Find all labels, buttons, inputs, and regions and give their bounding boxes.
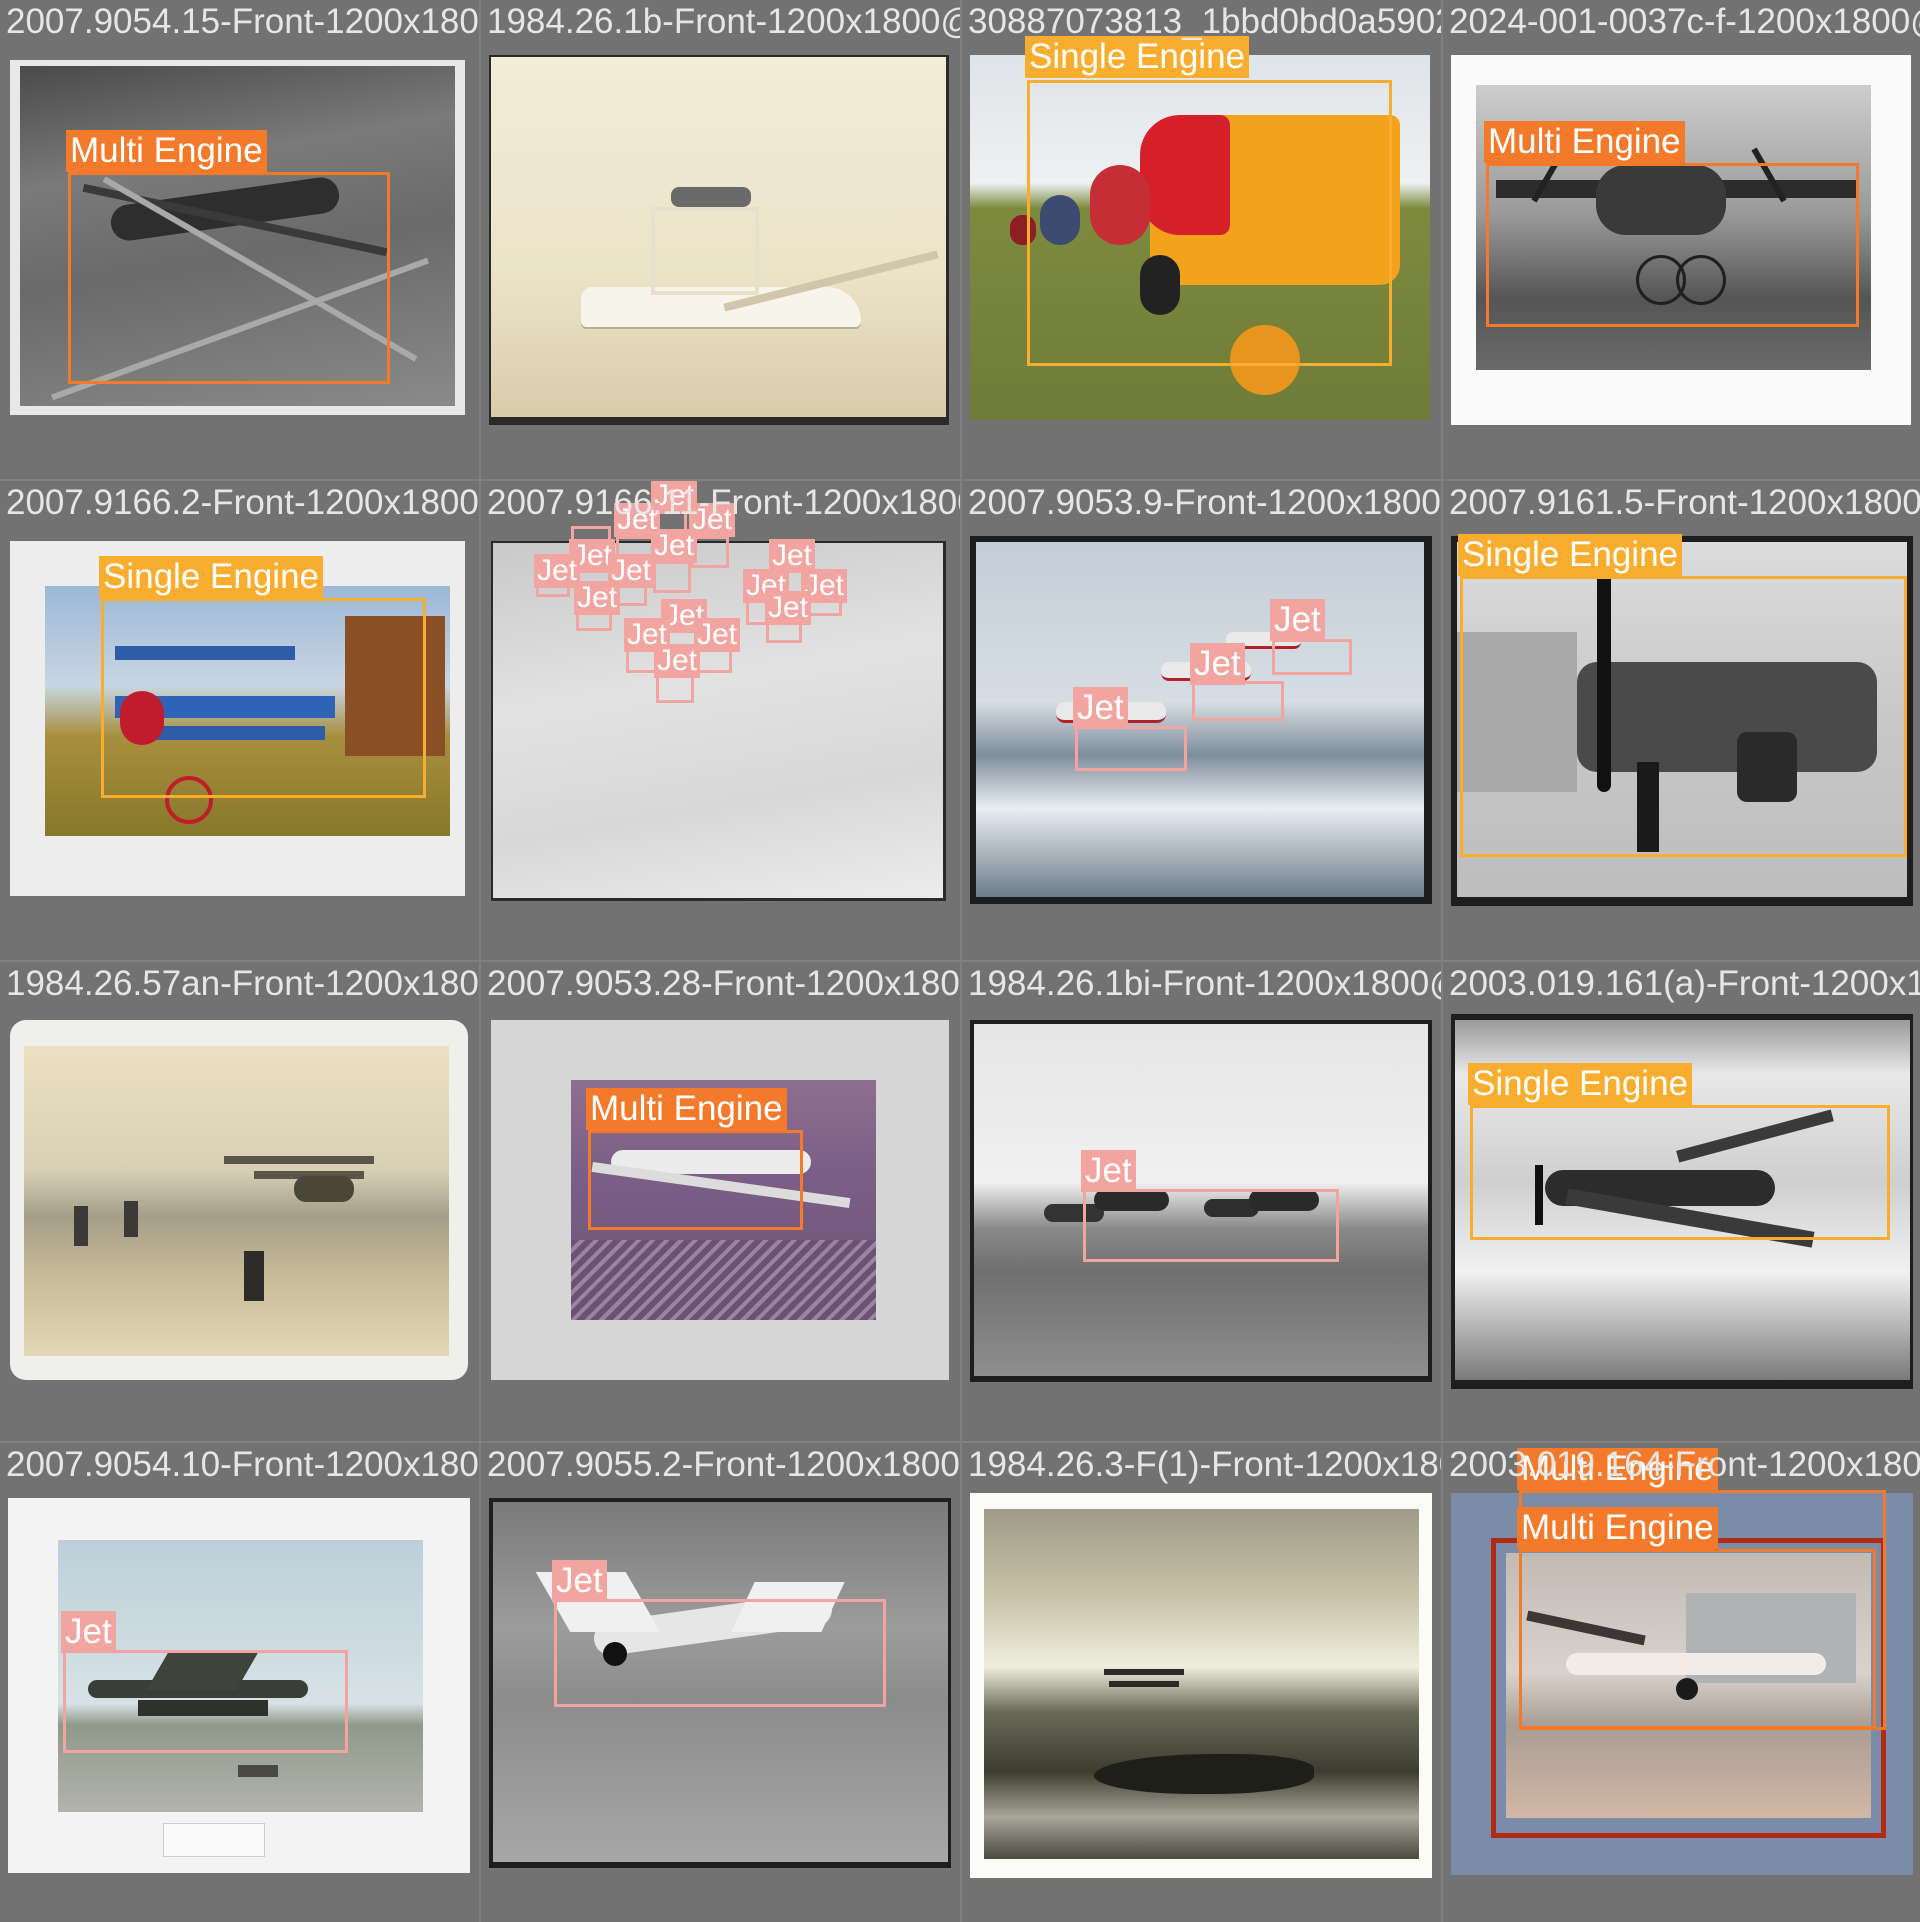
tile-filename: 1984.26.1b-Front-1200x1800@300dpi.png bbox=[487, 2, 960, 41]
tile[interactable]: 1984.26.1b-Front-1200x1800@300dpi.png bbox=[481, 0, 960, 479]
tile-filename: 30887073813_1bbd0bd0a5902.jpg bbox=[968, 2, 1441, 41]
photo bbox=[970, 1493, 1432, 1878]
tile[interactable]: 30887073813_1bbd0bd0a5902.jpg Single Eng… bbox=[962, 0, 1441, 479]
detection-box bbox=[1027, 80, 1392, 366]
photo bbox=[970, 55, 1430, 420]
tile-filename: 1984.26.57an-Front-1200x1800@300dpi.png bbox=[6, 964, 479, 1003]
detection-box bbox=[1470, 1105, 1890, 1240]
detection-label: Jet bbox=[552, 1560, 607, 1602]
detection-label: Single Engine bbox=[1468, 1063, 1692, 1105]
detection-label: Jet bbox=[694, 618, 741, 652]
photo bbox=[1451, 536, 1913, 906]
detection-label: Multi Engine bbox=[1517, 1507, 1718, 1549]
tile-filename: 2007.9054.10-Front-1200x1800@300dpi.png bbox=[6, 1445, 479, 1484]
detection-label: Jet bbox=[1270, 599, 1325, 641]
detection-box bbox=[1192, 681, 1284, 721]
photo bbox=[489, 1498, 951, 1868]
photo bbox=[1451, 55, 1911, 425]
detection-label: Multi Engine bbox=[1517, 1448, 1718, 1490]
detection-label: Jet bbox=[614, 503, 661, 537]
detection-box bbox=[653, 561, 691, 593]
detection-label: Jet bbox=[651, 529, 698, 563]
tile-filename: 2007.9054.15-Front-1200x1800@300dpi.png bbox=[6, 2, 479, 41]
photo bbox=[970, 1020, 1432, 1382]
photo bbox=[491, 541, 946, 901]
detection-label: Jet bbox=[1073, 687, 1128, 729]
detection-box bbox=[588, 1130, 803, 1230]
detection-label: Multi Engine bbox=[66, 130, 267, 172]
detection-label: Jet bbox=[769, 539, 816, 573]
tile-filename: 2007.9166.11-Front-1200x1800@300dpi.png bbox=[487, 483, 960, 522]
tile[interactable]: 2007.9166.11-Front-1200x1800@300dpi.png … bbox=[481, 481, 960, 960]
tile-filename: 2003.019.161(a)-Front-1200x1800@300dpi.p… bbox=[1449, 964, 1920, 1003]
tile[interactable]: 2007.9161.5-Front-1200x1800@300dpi.png S… bbox=[1443, 481, 1920, 960]
detection-label: Jet bbox=[1081, 1150, 1136, 1192]
detection-label: Jet bbox=[534, 554, 581, 588]
tile[interactable]: 2007.9054.15-Front-1200x1800@300dpi.png … bbox=[0, 0, 479, 479]
detection-box bbox=[1272, 639, 1352, 675]
photo bbox=[8, 1498, 470, 1873]
tile[interactable]: 2003.019.164-Front-1200x1800@300dpi.png … bbox=[1443, 1443, 1920, 1922]
tile[interactable]: 2024-001-0037c-f-1200x1800@300dpi.png Mu… bbox=[1443, 0, 1920, 479]
photo bbox=[1451, 1493, 1913, 1875]
tile-filename: 2007.9161.5-Front-1200x1800@300dpi.png bbox=[1449, 483, 1920, 522]
tile[interactable]: 2007.9055.2-Front-1200x1800@300dpi.png J… bbox=[481, 1443, 960, 1922]
detection-box bbox=[1486, 163, 1859, 327]
photo bbox=[10, 1020, 468, 1380]
tile-filename: 2003.019.164-Front-1200x1800@300dpi.png bbox=[1449, 1445, 1920, 1484]
detection-box bbox=[101, 598, 426, 798]
detection-label: Jet bbox=[61, 1611, 116, 1653]
detection-box bbox=[554, 1599, 886, 1707]
detection-box bbox=[1083, 1189, 1339, 1262]
detection-label: Single Engine bbox=[1025, 36, 1249, 78]
photo bbox=[970, 536, 1432, 904]
tile[interactable]: 2003.019.161(a)-Front-1200x1800@300dpi.p… bbox=[1443, 962, 1920, 1441]
tile[interactable]: 2007.9053.9-Front-1200x1800@300dpi.png J… bbox=[962, 481, 1441, 960]
detection-label: Jet bbox=[765, 591, 812, 625]
detection-label: Multi Engine bbox=[1484, 121, 1685, 163]
detection-label: Jet bbox=[1190, 643, 1245, 685]
detection-box bbox=[1519, 1549, 1876, 1729]
detection-label: Single Engine bbox=[1458, 534, 1682, 576]
detection-label: Single Engine bbox=[99, 556, 323, 598]
tile-filename: 1984.26.1bi-Front-1200x1800@300dpi.png bbox=[968, 964, 1441, 1003]
detection-label: Multi Engine bbox=[586, 1088, 787, 1130]
detection-box bbox=[1460, 576, 1907, 857]
tile[interactable]: 1984.26.3-F(1)-Front-1200x1800@300dpi.pn… bbox=[962, 1443, 1441, 1922]
tile[interactable]: 2007.9166.2-Front-1200x1800@300dpi.png S… bbox=[0, 481, 479, 960]
detection-label: Jet bbox=[574, 581, 621, 615]
tile-filename: 2007.9053.28-Front-1200x1800@300dpi.png bbox=[487, 964, 960, 1003]
tile-filename: 2007.9055.2-Front-1200x1800@300dpi.png bbox=[487, 1445, 960, 1484]
tile[interactable]: 1984.26.57an-Front-1200x1800@300dpi.png bbox=[0, 962, 479, 1441]
detection-label: Jet bbox=[801, 569, 848, 603]
detection-label: Jet bbox=[654, 644, 701, 678]
tile[interactable]: 2007.9053.28-Front-1200x1800@300dpi.png … bbox=[481, 962, 960, 1441]
tile-filename: 2007.9166.2-Front-1200x1800@300dpi.png bbox=[6, 483, 479, 522]
tile-filename: 2007.9053.9-Front-1200x1800@300dpi.png bbox=[968, 483, 1441, 522]
photo bbox=[489, 55, 949, 425]
detection-box bbox=[1075, 726, 1187, 771]
tile[interactable]: 2007.9054.10-Front-1200x1800@300dpi.png … bbox=[0, 1443, 479, 1922]
tile[interactable]: 1984.26.1bi-Front-1200x1800@300dpi.png J… bbox=[962, 962, 1441, 1441]
detection-label: Jet bbox=[624, 618, 671, 652]
detection-box bbox=[68, 172, 390, 384]
detection-box bbox=[63, 1650, 348, 1753]
tile-filename: 1984.26.3-F(1)-Front-1200x1800@300dpi.pn… bbox=[968, 1445, 1441, 1484]
tile-filename: 2024-001-0037c-f-1200x1800@300dpi.png bbox=[1449, 2, 1920, 41]
